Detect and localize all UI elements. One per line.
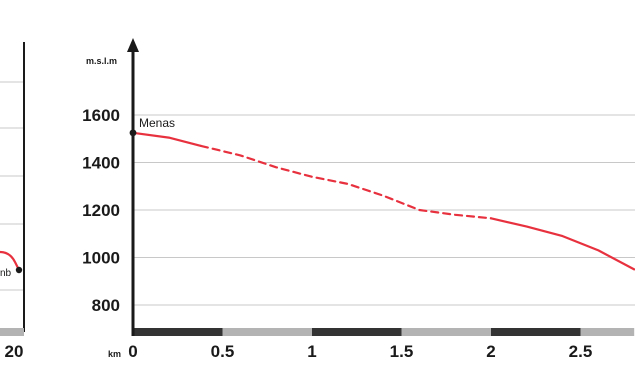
x-tick-label: 2	[486, 342, 495, 361]
start-point-label: Menas	[139, 116, 175, 130]
left-end-label: nb	[0, 268, 12, 279]
y-axis-arrow-icon	[127, 38, 139, 52]
elevation-segment-solid	[489, 217, 635, 271]
start-point-marker	[129, 129, 137, 137]
y-tick-label: 1600	[82, 106, 120, 125]
left-elevation-line	[0, 250, 20, 271]
x-tick-label: 0.5	[211, 342, 235, 361]
x-tick-label: 1	[307, 342, 316, 361]
x-axis-label: km	[108, 349, 121, 359]
left-chart-fragment: nb 20	[0, 42, 25, 361]
y-tick-label: 1000	[82, 249, 120, 268]
distance-bar-segment	[401, 328, 491, 336]
distance-bar-segment	[580, 328, 635, 336]
distance-bar-segment	[222, 328, 312, 336]
x-tick-label: 1.5	[390, 342, 414, 361]
x-tick-label: 2.5	[569, 342, 593, 361]
distance-bar	[133, 328, 635, 336]
elevation-segment-solid	[131, 131, 203, 147]
y-tick-label: 1200	[82, 201, 120, 220]
distance-bar-segment	[312, 328, 402, 336]
y-tick-label: 1400	[82, 154, 120, 173]
y-axis-label: m.s.l.m	[86, 56, 117, 66]
grid-lines	[133, 114, 635, 306]
elevation-series	[131, 131, 635, 271]
left-end-marker	[15, 266, 23, 274]
elevation-segment-dashed	[199, 144, 493, 220]
left-distance-bar	[0, 328, 24, 336]
y-tick-label: 800	[92, 296, 120, 315]
distance-bar-segment	[491, 328, 581, 336]
distance-bar-segment	[133, 328, 223, 336]
x-tick-label: 0	[128, 342, 137, 361]
left-x-tick-label: 20	[5, 342, 24, 361]
